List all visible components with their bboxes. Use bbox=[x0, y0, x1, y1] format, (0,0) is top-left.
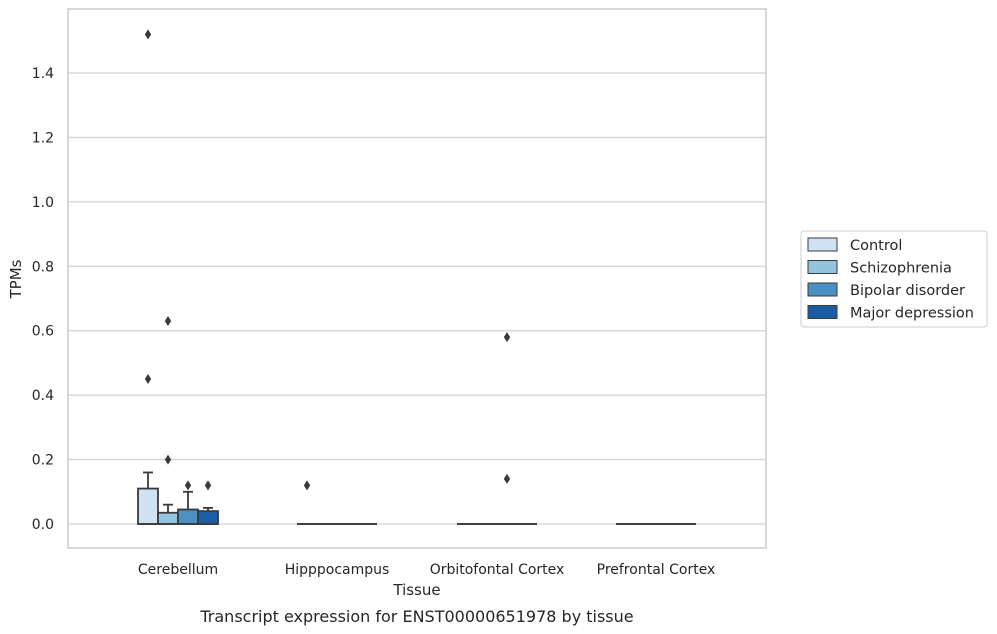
x-axis-title: Tissue bbox=[392, 581, 440, 599]
x-tick-label: Cerebellum bbox=[138, 562, 218, 578]
box-schizophrenia bbox=[157, 503, 179, 525]
legend-label: Control bbox=[850, 238, 902, 254]
x-tick-label: Prefrontal Cortex bbox=[597, 562, 716, 578]
legend-swatch bbox=[807, 237, 838, 252]
outlier-point bbox=[144, 374, 152, 385]
y-tick-label: 1.2 bbox=[32, 130, 54, 146]
outliers bbox=[144, 29, 511, 491]
legend-swatch bbox=[807, 282, 838, 297]
box-major-depression bbox=[197, 506, 219, 525]
y-axis-ticks: 0.0 0.2 0.4 0.6 0.8 1.0 1.2 1.4 bbox=[32, 66, 54, 533]
y-tick-label: 0.8 bbox=[32, 259, 54, 275]
legend-swatch bbox=[807, 305, 838, 319]
gridlines bbox=[68, 72, 766, 525]
box-body bbox=[137, 487, 159, 525]
outlier-point bbox=[303, 480, 311, 491]
legend-label: Schizophrenia bbox=[850, 261, 952, 277]
x-tick-label: Orbitofontal Cortex bbox=[430, 562, 565, 578]
outlier-point bbox=[184, 480, 192, 491]
box-body bbox=[157, 511, 179, 525]
legend-frame bbox=[800, 230, 988, 328]
outlier-point bbox=[503, 473, 511, 484]
box-body bbox=[197, 510, 219, 525]
legend-items: Control Schizophrenia Bipolar disorder Majo… bbox=[807, 237, 974, 322]
chart-caption: Transcript expression for ENST0000065197… bbox=[199, 607, 633, 626]
boxes bbox=[137, 471, 696, 525]
y-tick-label: 1.0 bbox=[32, 195, 54, 211]
y-axis-title: TPMs bbox=[7, 259, 25, 299]
legend-label: Bipolar disorder bbox=[850, 283, 965, 299]
legend-label: Major depression bbox=[850, 306, 974, 322]
box-body bbox=[177, 508, 199, 525]
outlier-point bbox=[164, 454, 172, 465]
y-tick-label: 1.4 bbox=[32, 66, 54, 82]
outlier-point bbox=[164, 316, 172, 327]
outlier-point bbox=[503, 332, 511, 343]
y-tick-label: 0.6 bbox=[32, 324, 54, 340]
legend-swatch bbox=[807, 260, 838, 274]
legend: Control Schizophrenia Bipolar disorder Majo… bbox=[800, 230, 988, 328]
x-axis-ticks: Cerebellum Hipppocampus Orbitofontal Corte… bbox=[138, 562, 715, 578]
outlier-point bbox=[204, 480, 212, 491]
y-tick-label: 0.0 bbox=[32, 517, 54, 533]
box-bipolar-disorder bbox=[177, 490, 199, 525]
plot-area-frame bbox=[67, 8, 767, 549]
box-control bbox=[137, 471, 159, 525]
outlier-point bbox=[144, 29, 152, 40]
x-tick-label: Hipppocampus bbox=[285, 562, 390, 578]
y-tick-label: 0.4 bbox=[32, 388, 54, 404]
y-tick-label: 0.2 bbox=[32, 453, 54, 469]
